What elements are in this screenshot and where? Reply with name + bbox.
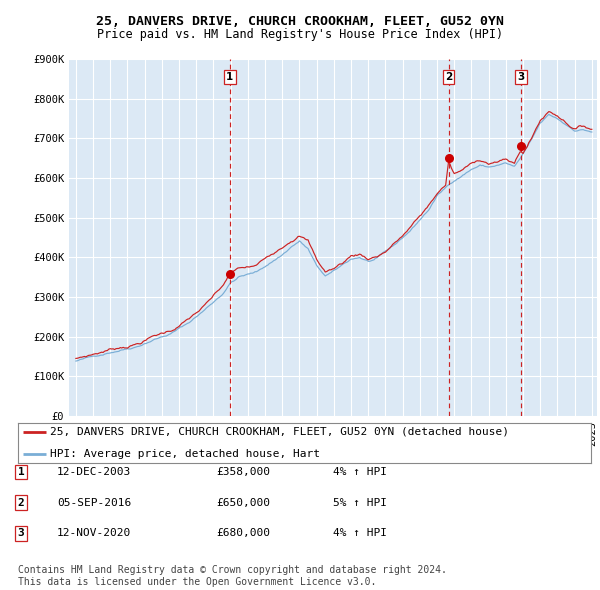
- Text: £358,000: £358,000: [216, 467, 270, 477]
- Text: 2: 2: [445, 72, 452, 82]
- Text: HPI: Average price, detached house, Hart: HPI: Average price, detached house, Hart: [50, 450, 320, 460]
- Text: 4% ↑ HPI: 4% ↑ HPI: [333, 529, 387, 538]
- Text: 12-NOV-2020: 12-NOV-2020: [57, 529, 131, 538]
- Text: 05-SEP-2016: 05-SEP-2016: [57, 498, 131, 507]
- Text: 2: 2: [17, 498, 25, 507]
- Text: 3: 3: [517, 72, 524, 82]
- Text: £680,000: £680,000: [216, 529, 270, 538]
- Text: 12-DEC-2003: 12-DEC-2003: [57, 467, 131, 477]
- Text: 1: 1: [226, 72, 233, 82]
- Text: 5% ↑ HPI: 5% ↑ HPI: [333, 498, 387, 507]
- Text: 25, DANVERS DRIVE, CHURCH CROOKHAM, FLEET, GU52 0YN: 25, DANVERS DRIVE, CHURCH CROOKHAM, FLEE…: [96, 15, 504, 28]
- Text: 4% ↑ HPI: 4% ↑ HPI: [333, 467, 387, 477]
- Text: 3: 3: [17, 529, 25, 538]
- Text: 25, DANVERS DRIVE, CHURCH CROOKHAM, FLEET, GU52 0YN (detached house): 25, DANVERS DRIVE, CHURCH CROOKHAM, FLEE…: [50, 427, 509, 437]
- Text: 1: 1: [17, 467, 25, 477]
- Text: Price paid vs. HM Land Registry's House Price Index (HPI): Price paid vs. HM Land Registry's House …: [97, 28, 503, 41]
- Text: £650,000: £650,000: [216, 498, 270, 507]
- Text: Contains HM Land Registry data © Crown copyright and database right 2024.
This d: Contains HM Land Registry data © Crown c…: [18, 565, 447, 587]
